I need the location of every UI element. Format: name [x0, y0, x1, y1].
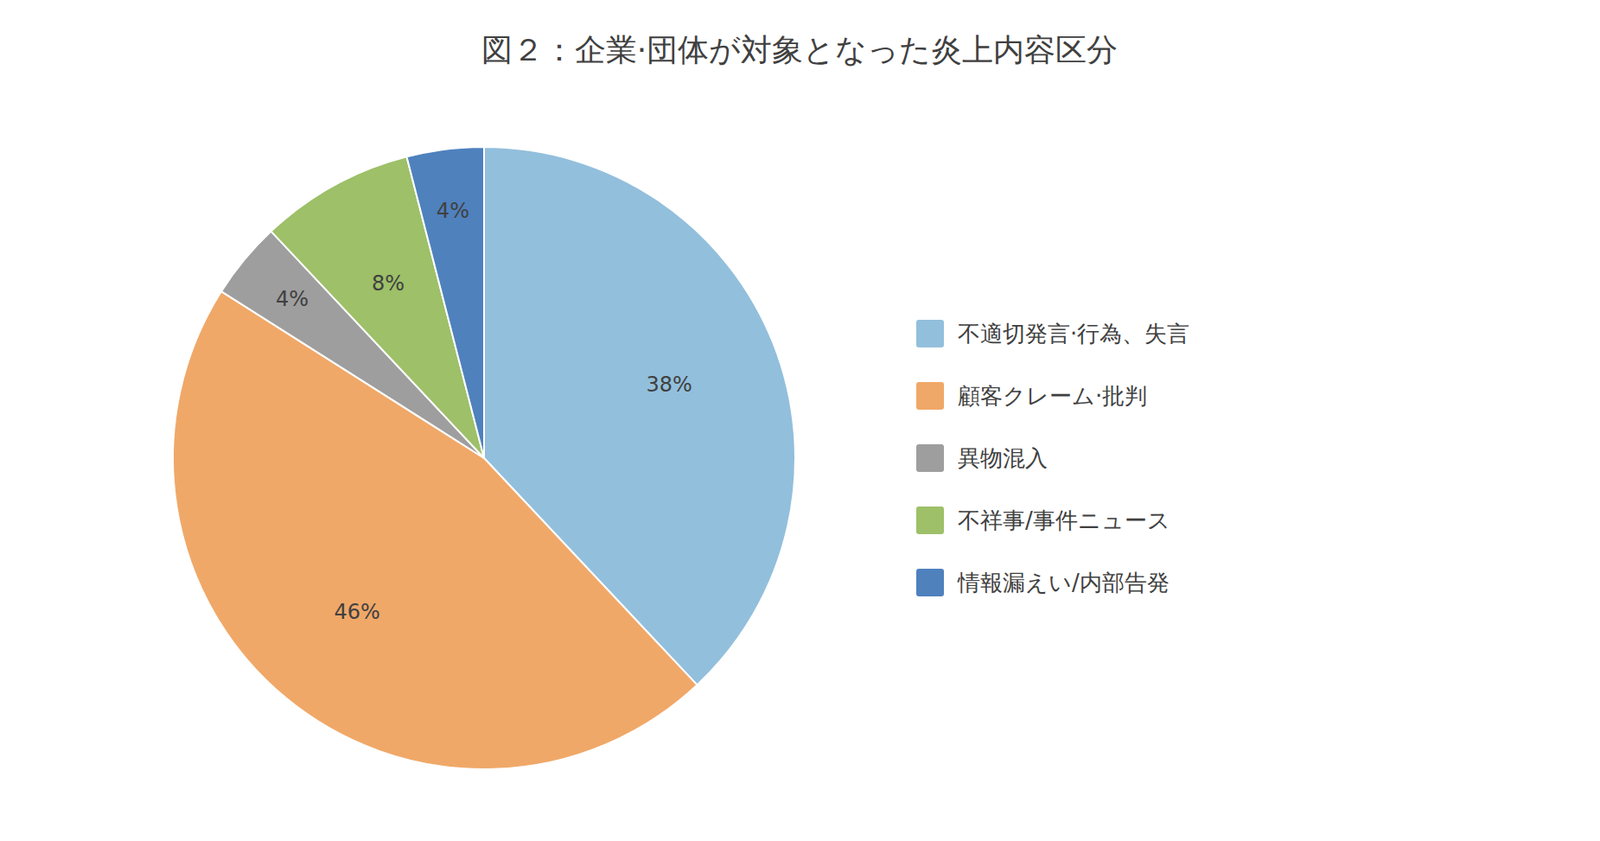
data-label: 38% [646, 372, 693, 397]
legend-swatch [916, 382, 944, 410]
legend-label: 異物混入 [957, 445, 1048, 472]
legend-label: 不祥事/事件ニュース [957, 507, 1171, 534]
data-label: 8% [371, 271, 405, 296]
legend-swatch [916, 319, 944, 348]
legend-swatch [916, 506, 944, 535]
legend-swatch [916, 568, 944, 597]
pie-slice [406, 146, 485, 459]
legend: 不適切発言·行為、失言顧客クレーム·批判異物混入不祥事/事件ニュース情報漏えい/… [916, 319, 1190, 597]
data-label: 4% [275, 286, 309, 312]
legend-swatch [916, 444, 944, 472]
data-label: 4% [436, 198, 470, 224]
data-labels: 38% 46% 4% 8% 4% [275, 198, 693, 624]
legend-label: 顧客クレーム·批判 [957, 382, 1148, 409]
pie [172, 146, 796, 770]
chart: 図２：企業·団体が対象となった炎上内容区分 38% 46% 4% 8% 4% 不適切発言·行… [0, 0, 1600, 841]
legend-label: 不適切発言·行為、失言 [957, 320, 1190, 347]
title: 図２：企業·団体が対象となった炎上内容区分 [481, 31, 1118, 68]
legend-label: 情報漏えい/内部告発 [956, 569, 1170, 596]
data-label: 46% [333, 599, 380, 625]
